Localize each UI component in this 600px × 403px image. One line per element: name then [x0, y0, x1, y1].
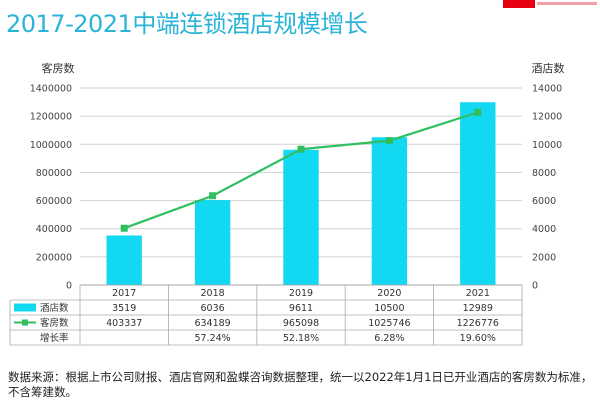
bar-hotels	[194, 200, 231, 285]
right-tick-label: 4000	[532, 224, 556, 235]
right-tick-label: 10000	[532, 140, 562, 151]
table-cell: 3519	[112, 303, 136, 314]
right-tick-label: 8000	[532, 168, 556, 179]
left-tick-label: 400000	[36, 224, 72, 235]
logo-mark	[503, 0, 535, 8]
right-tick-label: 14000	[532, 84, 562, 95]
line-point-rooms	[209, 192, 217, 200]
table-cell: 57.24%	[194, 333, 230, 344]
right-axis-title: 酒店数	[532, 61, 565, 75]
table-cell: 1226776	[457, 318, 499, 329]
right-tick-label: 12000	[532, 112, 562, 123]
table-cell: 9611	[289, 303, 313, 314]
left-tick-label: 600000	[36, 196, 72, 207]
left-tick-label: 0	[66, 281, 72, 292]
left-tick-label: 1000000	[30, 140, 72, 151]
x-tick-label: 2020	[377, 288, 401, 299]
bar-hotels	[106, 235, 142, 285]
x-tick-label: 2021	[466, 288, 490, 299]
right-tick-label: 2000	[532, 252, 556, 263]
line-point-rooms	[120, 224, 128, 232]
legend-swatch-marker	[22, 319, 28, 326]
table-cell: 965098	[283, 318, 319, 329]
left-tick-label: 1200000	[30, 112, 72, 123]
table-row-label: 增长率	[40, 332, 69, 344]
source-note: 数据来源：根据上市公司财报、酒店官网和盈蝶咨询数据整理，统一以2022年1月1日…	[8, 370, 593, 399]
table-cell: 52.18%	[283, 333, 319, 344]
table-cell: 634189	[194, 318, 230, 329]
right-tick-label: 6000	[532, 196, 556, 207]
bar-hotels	[283, 149, 319, 285]
left-tick-label: 800000	[36, 168, 72, 179]
left-tick-label: 1400000	[30, 84, 72, 95]
logo-text	[537, 2, 597, 5]
table-cell: 403337	[106, 318, 142, 329]
table-cell: 6036	[201, 303, 225, 314]
line-point-rooms	[385, 137, 393, 145]
chart-title: 2017-2021中端连锁酒店规模增长	[6, 10, 368, 38]
line-point-rooms	[297, 145, 305, 153]
left-tick-label: 200000	[36, 252, 72, 263]
table-cell: 10500	[374, 303, 404, 314]
publisher-logo	[503, 0, 600, 10]
left-axis-title: 客房数	[42, 61, 75, 75]
right-tick-label: 0	[532, 281, 538, 292]
line-point-rooms	[474, 108, 482, 116]
x-tick-label: 2017	[112, 288, 136, 299]
bar-hotels	[371, 137, 408, 285]
x-tick-label: 2019	[289, 288, 313, 299]
bar-hotels	[460, 102, 496, 285]
table-cell: 6.28%	[374, 333, 404, 344]
table-cell: 1025746	[368, 318, 410, 329]
table-cell: 12989	[463, 303, 493, 314]
table-row-label: 客房数	[40, 317, 69, 329]
legend-swatch-bar	[14, 303, 36, 312]
table-cell: 19.60%	[460, 333, 496, 344]
table-row-label: 酒店数	[40, 302, 69, 314]
x-tick-label: 2018	[201, 288, 225, 299]
